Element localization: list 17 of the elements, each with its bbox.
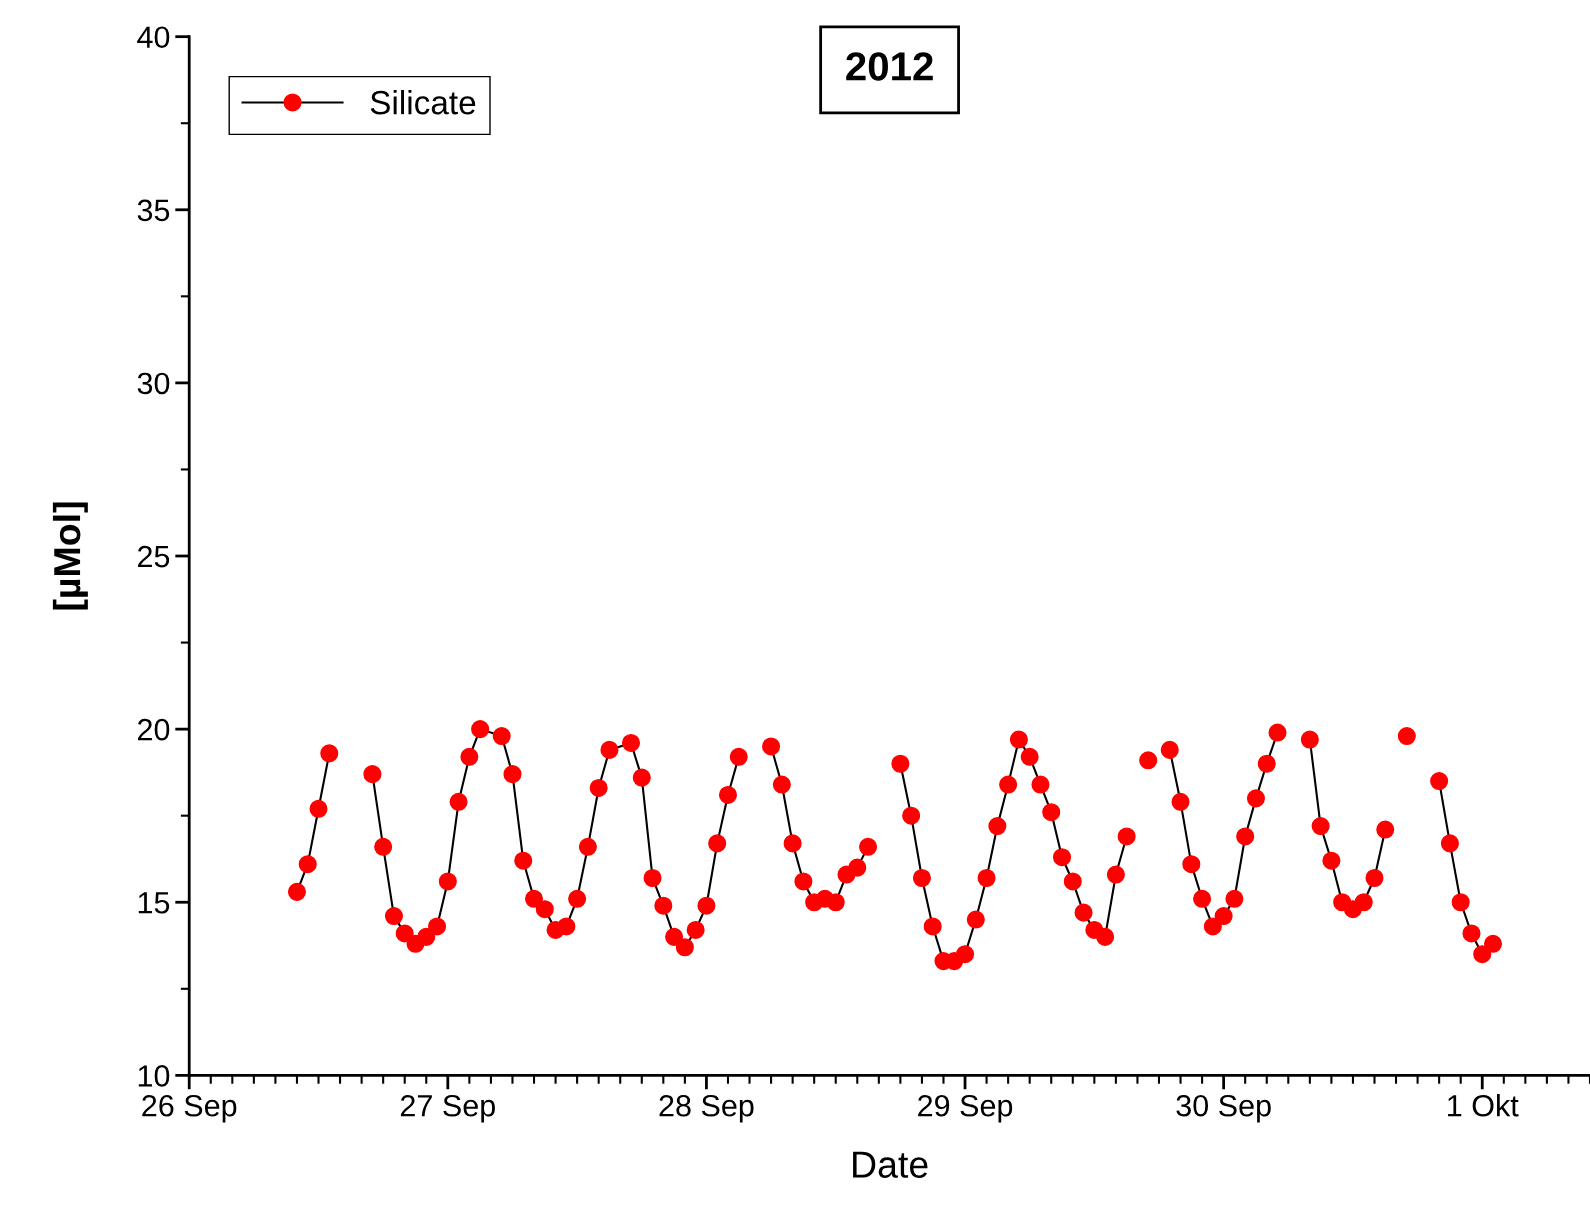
y-tick-label: 30 (137, 372, 170, 395)
x-tick-label: 26 Sep (142, 1094, 237, 1123)
x-tick-label: 28 Sep (659, 1094, 754, 1123)
x-axis-title: Date (853, 1151, 928, 1178)
chart-title: 2012 (846, 52, 933, 81)
legend-label: Silicate (370, 89, 476, 115)
x-tick-label: 27 Sep (400, 1094, 495, 1123)
y-axis-title: [µMol] (52, 502, 88, 610)
y-tick-label: 35 (137, 199, 170, 222)
y-tick-label: 40 (137, 26, 170, 49)
y-tick-label: 15 (138, 892, 170, 914)
x-tick-label: 30 Sep (1176, 1094, 1271, 1123)
y-tick-label: 25 (138, 545, 170, 568)
x-tick-label: 1 Okt (1448, 1094, 1519, 1117)
y-tick-label: 10 (138, 1065, 170, 1087)
y-tick-label: 20 (138, 718, 170, 741)
x-tick-label: 29 Sep (918, 1094, 1013, 1123)
